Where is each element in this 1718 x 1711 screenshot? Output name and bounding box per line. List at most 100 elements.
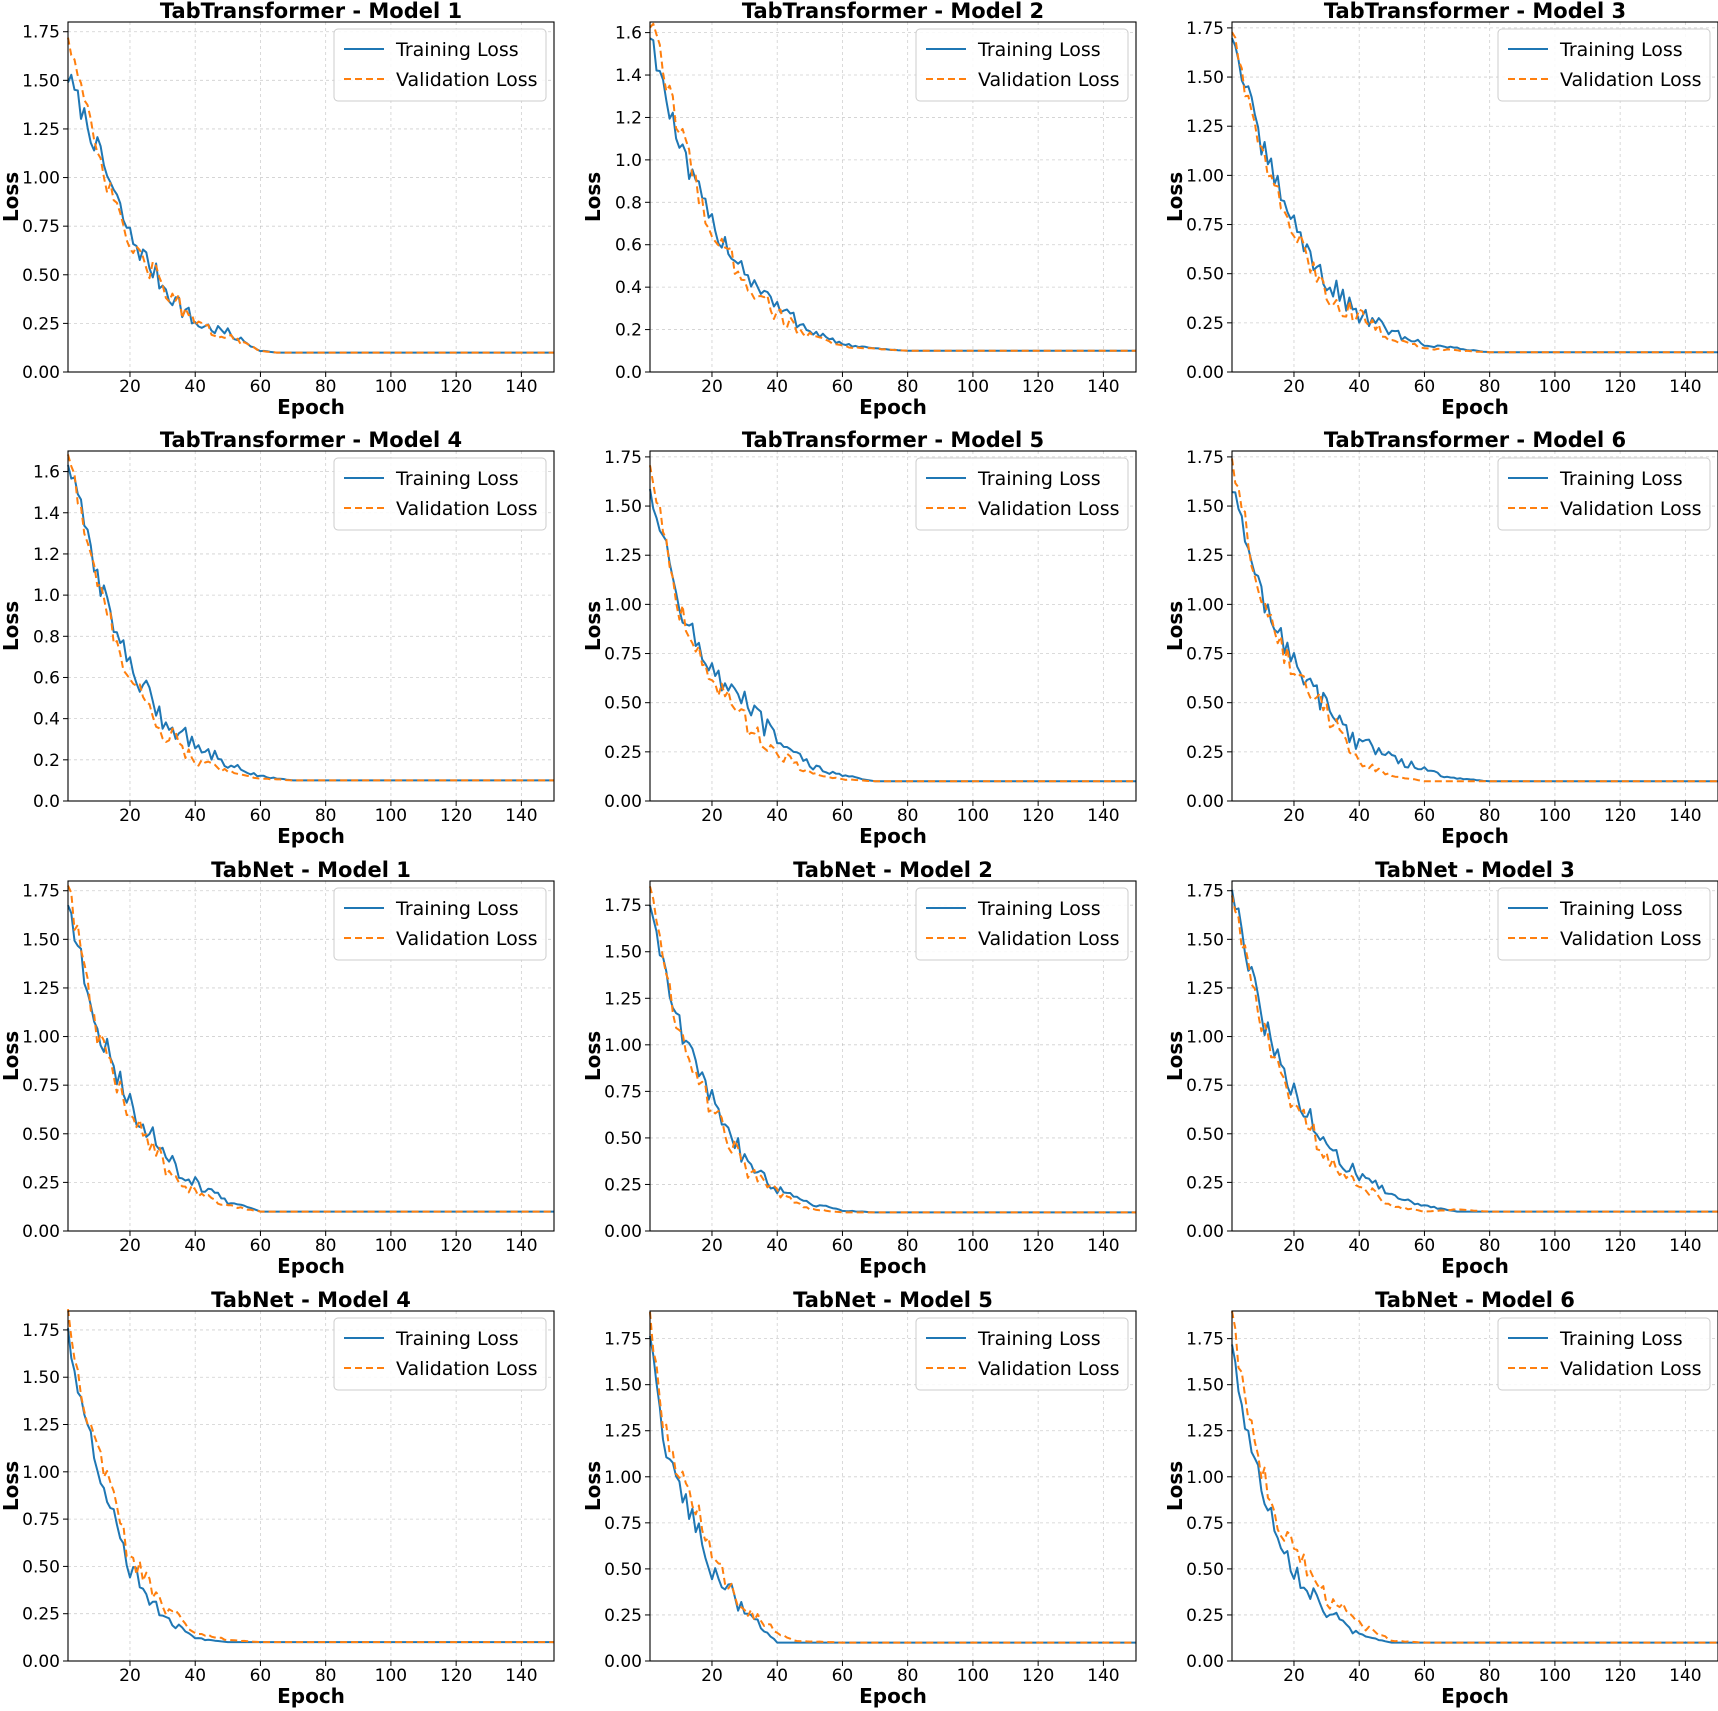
subplot-10: 20 40 60 80 100 120 140 0.00 0.25 0.50 0.75 1.00 1.2… <box>0 1288 555 1708</box>
x-tick-label: 40 <box>766 1666 788 1686</box>
y-tick-label: 1.00 <box>1186 166 1224 186</box>
validation-loss-line <box>67 454 554 782</box>
x-tick-label: 140 <box>1669 377 1701 397</box>
x-tick-label: 120 <box>1604 1666 1636 1686</box>
y-tick-label: 1.00 <box>1186 1028 1224 1048</box>
x-tick-label: 40 <box>766 806 788 826</box>
legend-box <box>915 887 1129 961</box>
legend-box <box>915 28 1129 102</box>
x-tick-label: 20 <box>1283 1666 1305 1686</box>
x-tick-label: 80 <box>315 806 337 826</box>
y-tick-label: 0.25 <box>1186 1173 1224 1193</box>
subplot-title: TabNet - Model 2 <box>793 858 993 882</box>
y-tick-label: 1.2 <box>33 545 60 565</box>
y-tick-label: 1.25 <box>1186 546 1224 566</box>
x-axis-label: Epoch <box>1441 1684 1509 1708</box>
y-tick-label: 1.75 <box>22 23 60 43</box>
x-tick-label: 80 <box>315 1236 337 1256</box>
subplot-5: 20 40 60 80 100 120 140 0.00 0.25 0.50 0.75 1.00 1.2… <box>581 428 1137 848</box>
legend-box <box>333 887 547 961</box>
x-tick-label: 20 <box>701 1666 723 1686</box>
subplot-1: 20 40 60 80 100 120 140 0.00 0.25 0.50 0.75 1.00 1.2… <box>0 0 555 419</box>
y-tick-label: 1.75 <box>604 448 642 468</box>
y-tick-label: 0.25 <box>22 314 60 334</box>
axes-frame <box>1231 21 1718 373</box>
legend-box <box>1497 887 1711 961</box>
y-tick-label: 1.50 <box>604 497 642 517</box>
x-tick-label: 40 <box>184 806 206 826</box>
validation-loss-line <box>649 22 1136 352</box>
x-tick-label: 140 <box>1087 806 1119 826</box>
axes-frame <box>1231 880 1718 1232</box>
x-tick-label: 20 <box>119 806 141 826</box>
y-tick-label: 0.00 <box>604 1652 642 1672</box>
y-tick-label: 1.0 <box>615 151 642 171</box>
x-tick-label: 100 <box>375 377 407 397</box>
y-tick-label: 0.00 <box>604 1222 642 1242</box>
y-tick-label: 0.50 <box>1186 265 1224 285</box>
x-tick-label: 20 <box>119 1666 141 1686</box>
y-axis-label: Loss <box>581 172 605 222</box>
x-tick-label: 40 <box>766 377 788 397</box>
x-tick-label: 40 <box>766 1236 788 1256</box>
y-tick-label: 1.25 <box>22 979 60 999</box>
x-tick-label: 140 <box>505 806 537 826</box>
subplot-title: TabTransformer - Model 4 <box>160 428 462 452</box>
x-tick-label: 120 <box>1022 1236 1054 1256</box>
x-tick-label: 120 <box>440 377 472 397</box>
x-tick-label: 100 <box>1539 806 1571 826</box>
training-loss-line <box>1231 491 1718 783</box>
x-tick-label: 120 <box>1604 806 1636 826</box>
x-axis-label: Epoch <box>277 1684 345 1708</box>
y-axis-label: Loss <box>0 1031 23 1081</box>
validation-loss-line <box>67 37 554 354</box>
y-tick-label: 0.6 <box>615 236 642 256</box>
y-tick-label: 1.75 <box>1186 19 1224 39</box>
axes-frame <box>67 880 555 1232</box>
x-tick-label: 20 <box>701 1236 723 1256</box>
validation-loss-line <box>649 465 1136 783</box>
legend-training-label: Training Loss <box>1559 39 1683 61</box>
x-tick-label: 100 <box>1539 377 1571 397</box>
y-axis-label: Loss <box>1163 172 1187 222</box>
x-tick-label: 60 <box>1414 1666 1436 1686</box>
x-tick-label: 60 <box>250 806 272 826</box>
legend-training-label: Training Loss <box>395 468 519 490</box>
legend-box <box>915 457 1129 531</box>
legend-box <box>333 1317 547 1391</box>
x-tick-label: 20 <box>119 1236 141 1256</box>
y-tick-label: 0.4 <box>615 278 642 298</box>
y-axis-label: Loss <box>0 601 23 651</box>
x-tick-label: 80 <box>897 806 919 826</box>
y-tick-label: 0.25 <box>22 1173 60 1193</box>
y-tick-label: 0.6 <box>33 668 60 688</box>
subplot-title: TabTransformer - Model 5 <box>742 428 1044 452</box>
y-tick-label: 1.50 <box>22 71 60 91</box>
validation-loss-line <box>649 886 1136 1214</box>
x-tick-label: 40 <box>184 1666 206 1686</box>
subplot-title: TabNet - Model 3 <box>1375 858 1575 882</box>
x-tick-label: 100 <box>957 806 989 826</box>
y-axis-label: Loss <box>581 1461 605 1511</box>
x-tick-label: 20 <box>701 806 723 826</box>
legend-box <box>1497 1317 1711 1391</box>
axes-frame <box>1231 1310 1718 1662</box>
x-tick-label: 20 <box>119 377 141 397</box>
x-tick-label: 100 <box>957 1236 989 1256</box>
x-tick-label: 60 <box>832 377 854 397</box>
training-loss-line <box>1231 37 1718 354</box>
x-tick-label: 80 <box>315 377 337 397</box>
subplot-7: 20 40 60 80 100 120 140 0.00 0.25 0.50 0.75 1.00 1.2… <box>0 858 555 1278</box>
x-tick-label: 100 <box>957 377 989 397</box>
y-tick-label: 1.00 <box>22 1463 60 1483</box>
y-tick-label: 0.75 <box>1186 645 1224 665</box>
y-tick-label: 1.25 <box>604 989 642 1009</box>
x-axis-label: Epoch <box>859 1254 927 1278</box>
y-tick-label: 1.50 <box>604 1376 642 1396</box>
y-tick-label: 1.75 <box>1186 448 1224 468</box>
x-tick-label: 40 <box>184 1236 206 1256</box>
y-tick-label: 0.00 <box>22 1652 60 1672</box>
y-tick-label: 0.75 <box>22 1510 60 1530</box>
y-tick-label: 1.6 <box>615 24 642 44</box>
